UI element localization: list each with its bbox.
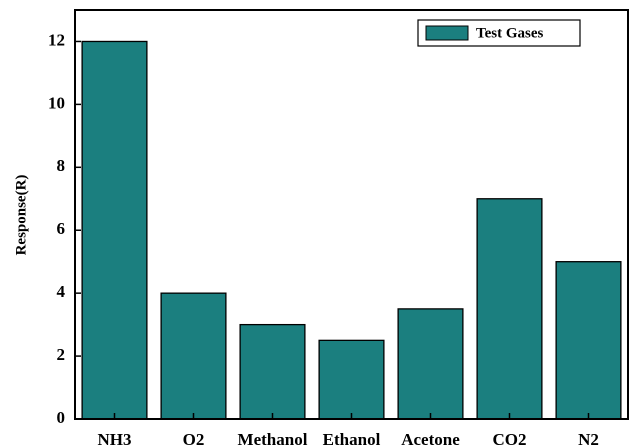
- x-tick-label: Ethanol: [323, 430, 381, 447]
- plot-frame: [74, 9, 629, 420]
- bar: [81, 40, 148, 420]
- y-tick-label: 0: [57, 408, 66, 427]
- bar: [476, 198, 543, 420]
- y-tick-label: 4: [57, 282, 66, 301]
- x-tick-label: CO2: [493, 430, 527, 447]
- y-tick-label: 2: [57, 345, 66, 364]
- x-tick-label: Acetone: [401, 430, 460, 447]
- bar: [555, 261, 622, 420]
- bar: [160, 292, 227, 420]
- x-tick-label: O2: [183, 430, 205, 447]
- bar: [397, 308, 464, 420]
- y-tick-label: 12: [48, 30, 65, 49]
- y-tick-label: 8: [57, 156, 66, 175]
- bar: [239, 323, 306, 420]
- x-tick-label: Methanol: [238, 430, 308, 447]
- bar: [318, 339, 385, 420]
- legend-label: Test Gases: [476, 25, 544, 41]
- legend-swatch: [425, 25, 469, 41]
- y-tick-label: 6: [57, 219, 66, 238]
- y-tick-label: 10: [48, 93, 65, 112]
- x-tick-label: N2: [578, 430, 599, 447]
- y-axis-label: Response(R): [13, 175, 29, 256]
- x-tick-label: NH3: [98, 430, 132, 447]
